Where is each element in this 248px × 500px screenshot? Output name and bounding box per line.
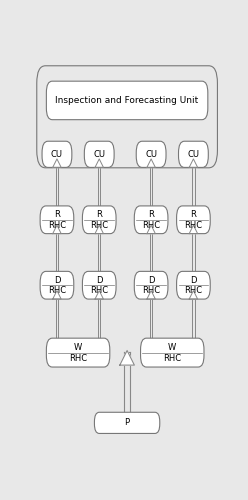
Text: RHC: RHC: [184, 221, 202, 230]
FancyBboxPatch shape: [46, 338, 110, 367]
Polygon shape: [53, 159, 61, 168]
Text: RHC: RHC: [48, 286, 66, 296]
FancyBboxPatch shape: [46, 81, 208, 120]
Polygon shape: [189, 290, 198, 299]
Text: D: D: [190, 276, 197, 284]
Text: CU: CU: [187, 150, 199, 159]
FancyBboxPatch shape: [177, 272, 210, 299]
Text: RHC: RHC: [90, 221, 108, 230]
FancyBboxPatch shape: [84, 141, 114, 168]
FancyBboxPatch shape: [134, 206, 168, 234]
FancyBboxPatch shape: [40, 272, 74, 299]
Text: CU: CU: [93, 150, 105, 159]
Polygon shape: [147, 225, 155, 234]
FancyBboxPatch shape: [134, 272, 168, 299]
Text: CU: CU: [51, 150, 63, 159]
Text: RHC: RHC: [90, 286, 108, 296]
FancyBboxPatch shape: [177, 206, 210, 234]
FancyBboxPatch shape: [40, 206, 74, 234]
FancyBboxPatch shape: [94, 412, 160, 434]
Text: CU: CU: [145, 150, 157, 159]
Text: D: D: [96, 276, 102, 284]
FancyBboxPatch shape: [42, 141, 72, 168]
Text: RHC: RHC: [48, 221, 66, 230]
Polygon shape: [147, 290, 155, 299]
Polygon shape: [95, 225, 103, 234]
Text: R: R: [54, 210, 60, 220]
Polygon shape: [189, 159, 198, 168]
Text: R: R: [190, 210, 196, 220]
Text: W: W: [168, 343, 176, 352]
Polygon shape: [147, 159, 155, 168]
FancyBboxPatch shape: [136, 141, 166, 168]
Text: RHC: RHC: [69, 354, 87, 363]
Text: R: R: [148, 210, 154, 220]
Text: R: R: [96, 210, 102, 220]
Text: P: P: [124, 418, 130, 428]
Text: W: W: [74, 343, 82, 352]
FancyBboxPatch shape: [82, 206, 116, 234]
Text: RHC: RHC: [142, 286, 160, 296]
Polygon shape: [53, 290, 61, 299]
Polygon shape: [189, 225, 198, 234]
Polygon shape: [95, 159, 103, 168]
Text: D: D: [148, 276, 154, 284]
Text: D: D: [54, 276, 60, 284]
FancyBboxPatch shape: [179, 141, 208, 168]
FancyBboxPatch shape: [37, 66, 217, 168]
FancyBboxPatch shape: [141, 338, 204, 367]
Polygon shape: [53, 225, 61, 234]
FancyBboxPatch shape: [82, 272, 116, 299]
Polygon shape: [95, 290, 103, 299]
Text: Inspection and Forecasting Unit: Inspection and Forecasting Unit: [56, 96, 199, 105]
Text: RHC: RHC: [184, 286, 202, 296]
Text: RHC: RHC: [163, 354, 181, 363]
Polygon shape: [120, 350, 134, 365]
Text: RHC: RHC: [142, 221, 160, 230]
